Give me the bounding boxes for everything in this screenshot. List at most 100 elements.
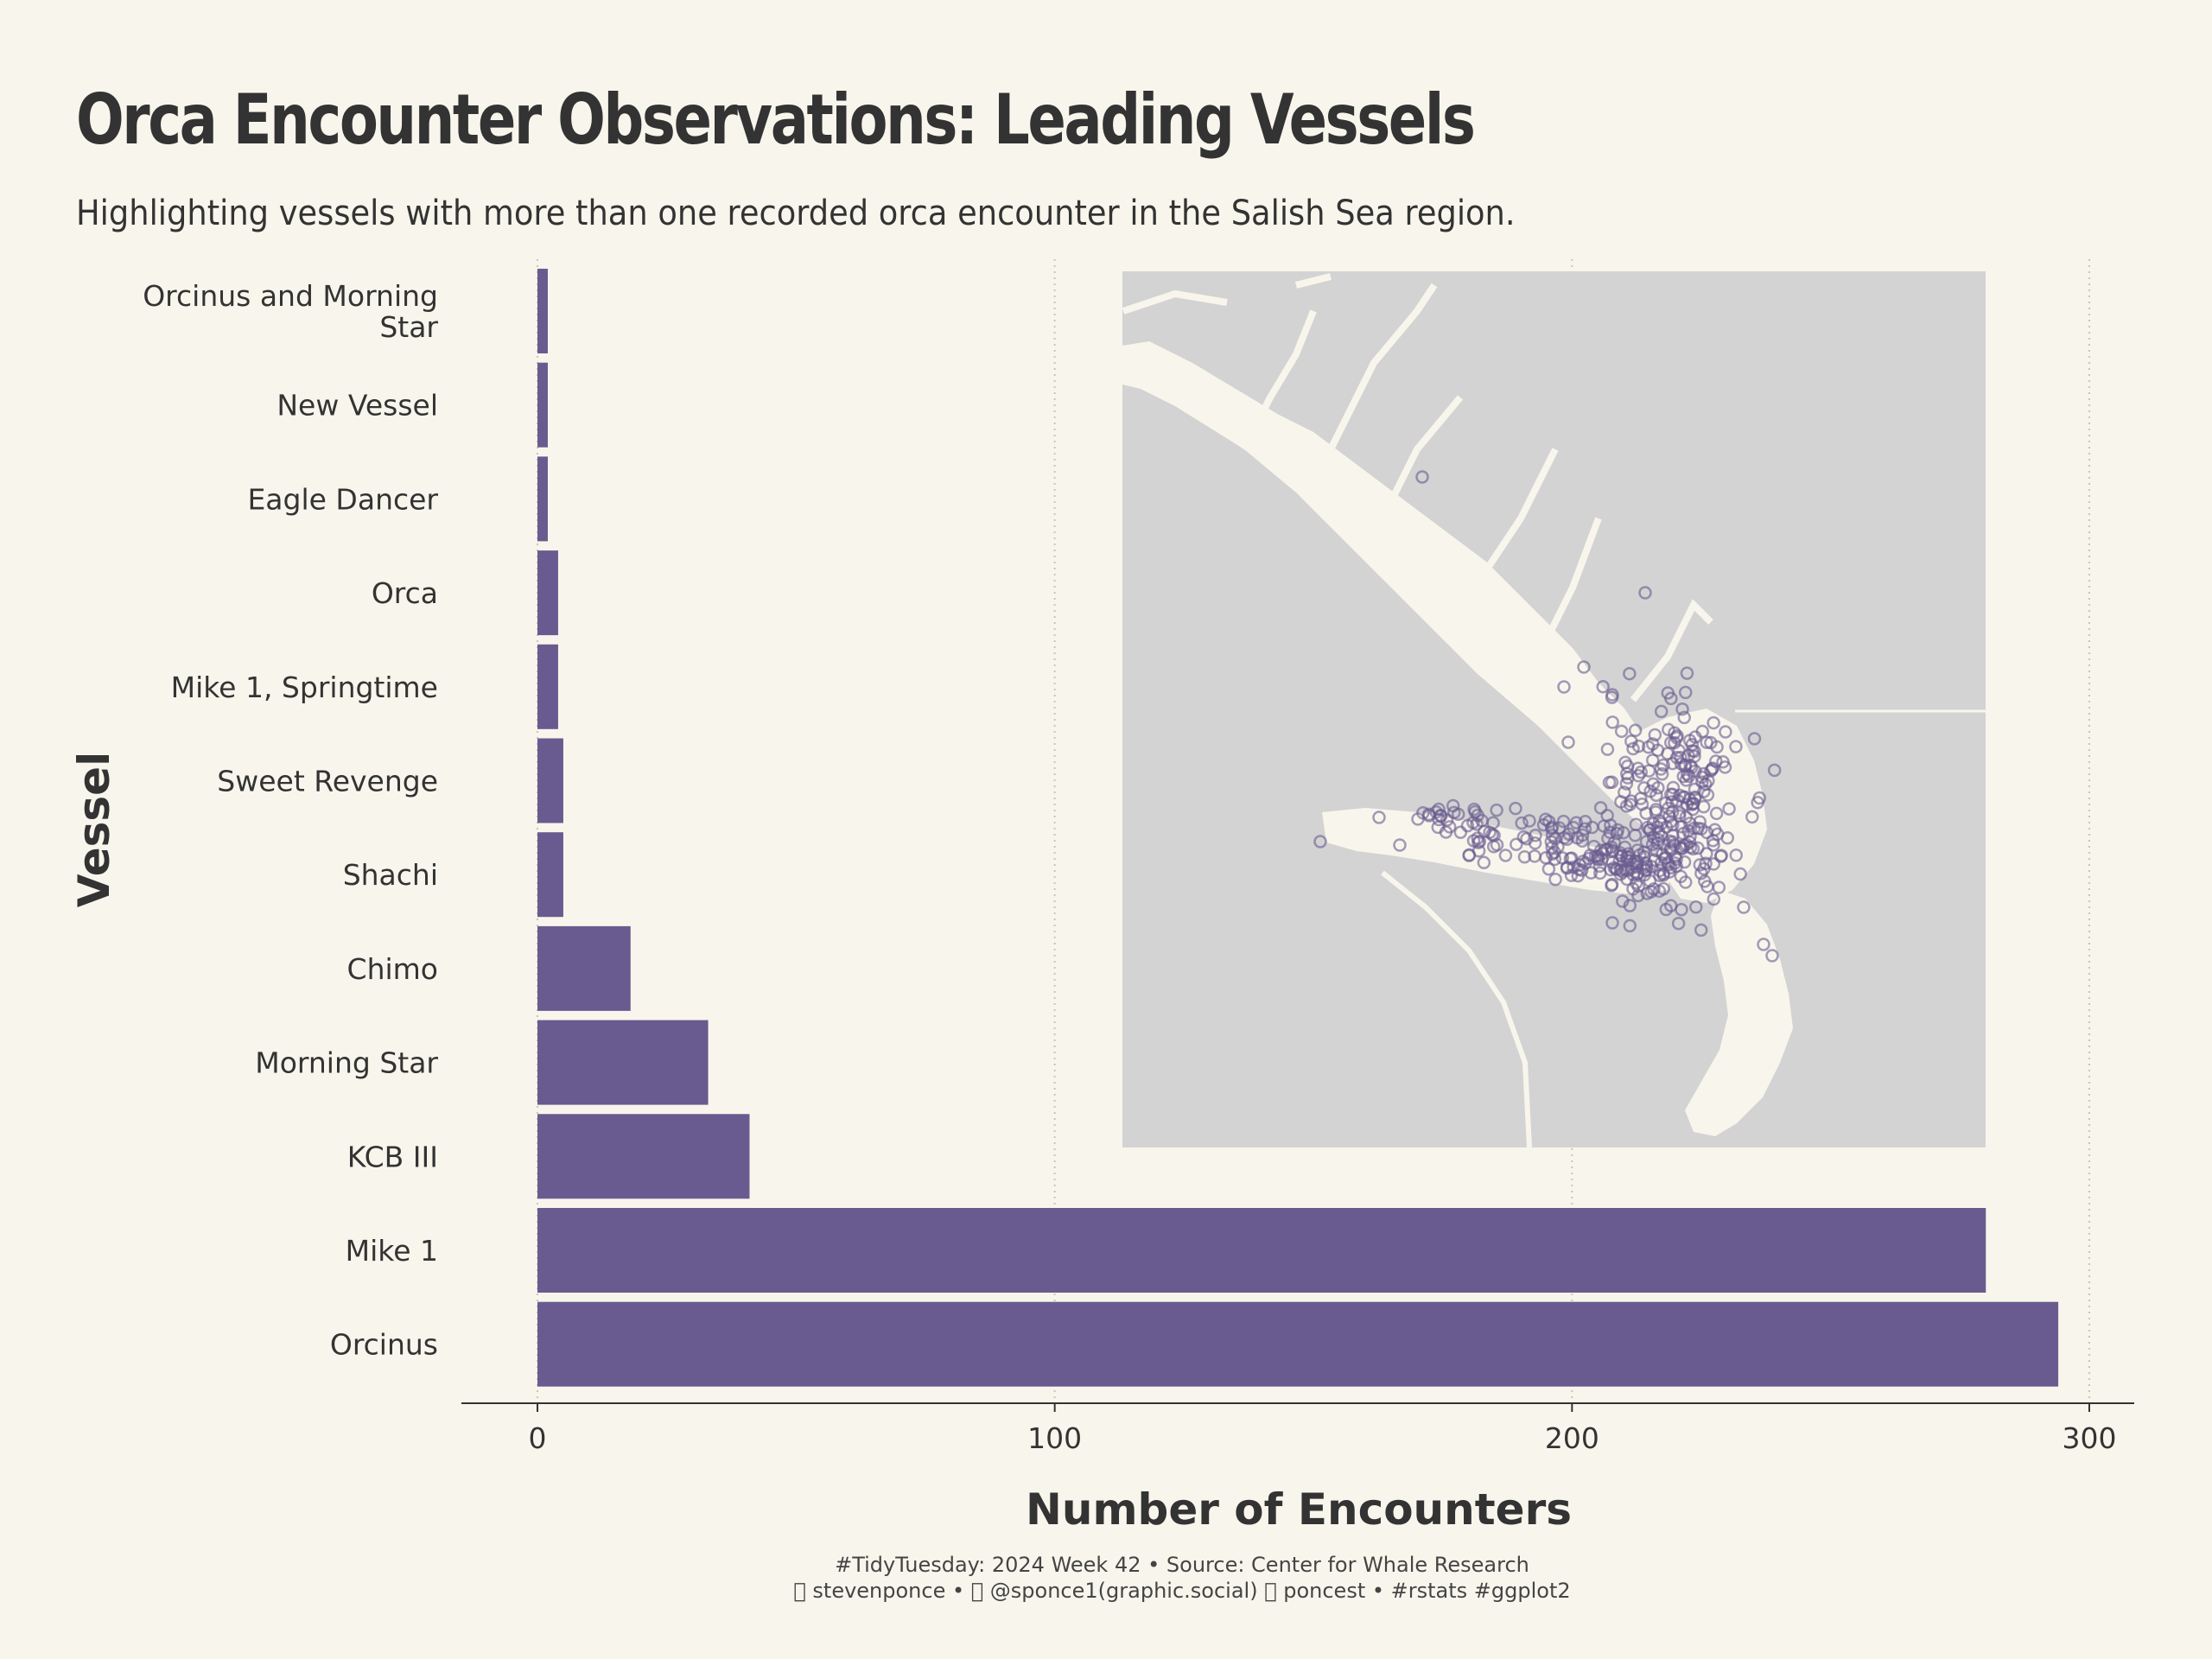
bar (537, 550, 558, 636)
y-tick-label: Mike 1, Springtime (171, 671, 438, 704)
encounter-point (1729, 849, 1744, 862)
encounter-point (1677, 710, 1691, 725)
encounter-point (1545, 828, 1560, 842)
encounter-point (1694, 923, 1708, 938)
encounter-point (1662, 722, 1675, 737)
encounter-point (1638, 863, 1652, 878)
encounter-point (1637, 781, 1651, 795)
encounter-point (1747, 732, 1762, 746)
encounter-point (1651, 825, 1666, 839)
encounter-point (1680, 767, 1694, 781)
bar (537, 1114, 750, 1199)
encounter-point (1555, 851, 1569, 865)
y-tick-label: Chimo (347, 952, 438, 986)
encounter-point (1576, 855, 1591, 868)
encounter-point (1714, 849, 1728, 862)
encounter-point (1694, 770, 1709, 785)
encounter-point (1651, 780, 1665, 795)
bar (537, 269, 548, 353)
bar (537, 925, 631, 1011)
encounter-point (1522, 814, 1536, 828)
encounter-point (1631, 888, 1645, 903)
encounter-point (1432, 812, 1446, 827)
encounter-point (1691, 821, 1705, 836)
encounter-point (1528, 849, 1541, 863)
encounter-point (1564, 868, 1579, 882)
encounter-point (1669, 731, 1684, 745)
encounter-point (1579, 856, 1592, 870)
bar (537, 456, 548, 542)
encounter-point (1600, 742, 1615, 756)
encounter-point (1466, 834, 1481, 848)
encounter-point (1666, 780, 1681, 795)
y-axis-title: Vessel (69, 752, 119, 907)
encounter-point (1626, 868, 1640, 882)
encounter-point (1659, 902, 1674, 917)
encounter-point (1641, 820, 1655, 835)
caption-line-1: #TidyTuesday: 2024 Week 42 • Source: Cen… (835, 1553, 1529, 1577)
caption: #TidyTuesday: 2024 Week 42 • Source: Cen… (0, 1552, 2212, 1604)
x-tick-label: 200 (1545, 1421, 1599, 1455)
encounter-point (1509, 801, 1522, 816)
encounter-point (1639, 856, 1653, 870)
encounter-point (1477, 855, 1491, 870)
encounter-point (1645, 753, 1660, 767)
x-tick-label: 300 (2063, 1421, 2117, 1455)
encounter-point (1765, 949, 1779, 963)
encounter-point (1680, 666, 1694, 680)
encounter-point (1605, 775, 1619, 790)
map-water-strait-of-georgia (1122, 341, 1676, 830)
encounter-point (1614, 724, 1629, 739)
encounter-point (1671, 916, 1686, 931)
caption-line-2:  stevenponce •  @sponce1(graphic.socia… (793, 1579, 1570, 1603)
y-tick-label: Orca (372, 576, 438, 610)
encounter-point (1640, 887, 1654, 900)
encounter-point (1672, 744, 1686, 758)
encounter-point (1707, 715, 1720, 730)
encounter-point (1575, 828, 1590, 842)
encounter-point (1515, 816, 1529, 830)
encounter-point (1541, 815, 1556, 829)
bar (537, 1020, 709, 1105)
encounter-point (1619, 777, 1634, 791)
encounter-point (1605, 840, 1618, 855)
encounter-point (1575, 863, 1589, 877)
encounter-point (1577, 660, 1591, 674)
map-water-inlets-north (1122, 273, 1713, 702)
encounter-point (1757, 938, 1770, 951)
encounter-point (1605, 715, 1619, 729)
encounter-point (1679, 810, 1694, 824)
encounter-point (1614, 795, 1628, 809)
map-water-puget-sound (1685, 890, 1793, 1136)
chart-title: Orca Encounter Observations: Leading Ves… (76, 79, 1476, 160)
encounter-point (1393, 838, 1407, 852)
map-water-coast-west (1381, 870, 1532, 1148)
inset-map (1122, 271, 1986, 1148)
x-tick-label: 0 (529, 1421, 547, 1455)
encounter-point (1722, 802, 1736, 816)
bar (537, 832, 563, 918)
encounter-point (1700, 880, 1714, 893)
encounter-point (1662, 809, 1676, 823)
encounter-point (1567, 821, 1580, 835)
encounter-point (1451, 807, 1465, 822)
encounter-point (1699, 856, 1713, 870)
encounter-point (1313, 835, 1327, 849)
encounter-point (1510, 837, 1523, 851)
y-tick-label: New Vessel (276, 389, 438, 423)
encounter-point (1720, 830, 1735, 845)
encounter-point (1719, 725, 1732, 739)
encounter-point (1634, 765, 1648, 779)
bar (537, 738, 563, 823)
y-tick-labels: Orcinus and Morning Star New Vessel Eagle D… (143, 279, 438, 1362)
encounter-point (1544, 835, 1559, 849)
encounter-point (1548, 852, 1562, 867)
encounter-point (1729, 740, 1743, 753)
y-tick-label: Mike 1 (346, 1234, 438, 1268)
bar (537, 1301, 2059, 1387)
encounter-point (1678, 790, 1692, 804)
y-tick-label: Sweet Revenge (217, 765, 438, 798)
encounter-point (1561, 735, 1575, 749)
encounter-point (1604, 862, 1618, 877)
